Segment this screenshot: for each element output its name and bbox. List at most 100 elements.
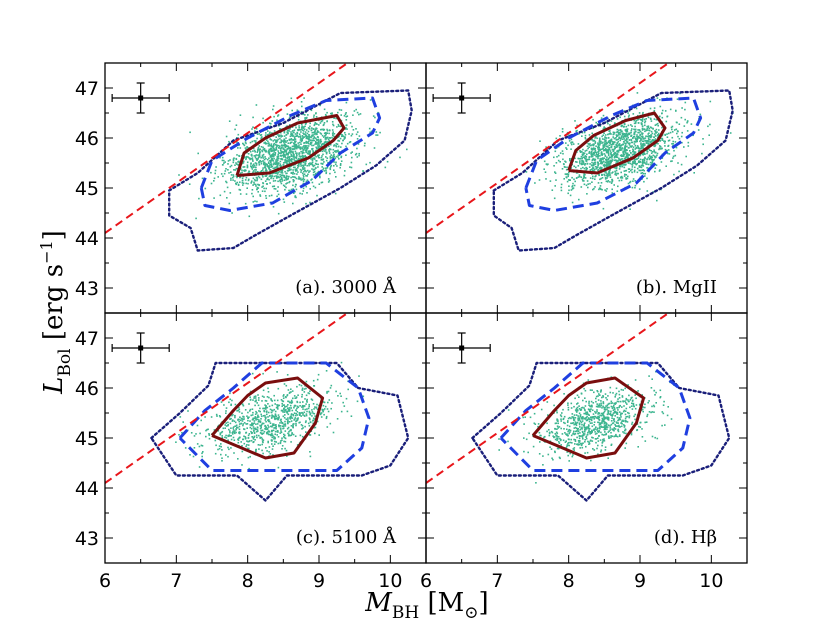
scatter-point [614,147,616,149]
scatter-point [606,406,608,408]
scatter-point [241,464,243,466]
scatter-point [621,158,623,160]
scatter-point [621,406,623,408]
scatter-point [355,108,357,111]
scatter-point [247,444,250,446]
scatter-point [228,120,231,122]
scatter-point [590,156,593,158]
scatter-point [596,427,599,430]
scatter-point [292,426,294,429]
scatter-point [276,158,278,160]
scatter-point [317,373,320,376]
scatter-point [288,151,291,153]
scatter-point [268,419,270,421]
scatter-point [277,114,280,116]
scatter-point [665,165,667,167]
scatter-point [603,161,605,163]
scatter-point [567,406,570,409]
scatter-point [317,145,319,147]
scatter-point [312,137,315,140]
scatter-point [254,397,257,399]
scatter-point [312,422,314,424]
scatter-point [606,159,608,162]
scatter-point [633,169,636,172]
scatter-point [304,131,307,133]
scatter-point [657,134,659,136]
scatter-point [220,173,223,175]
scatter-point [263,187,265,190]
scatter-point [234,425,236,427]
scatter-point [314,154,317,156]
scatter-point [292,188,294,190]
scatter-point [607,403,610,405]
scatter-point [269,131,271,134]
scatter-point [626,421,629,423]
scatter-point [627,116,630,118]
scatter-point [260,415,263,418]
scatter-point [592,437,594,439]
scatter-point [591,144,593,146]
scatter-point [601,420,603,422]
scatter-point [553,436,555,439]
scatter-point [251,180,253,182]
scatter-point [292,139,295,141]
scatter-point [311,415,313,417]
scatter-point [614,172,617,174]
scatter-point [616,400,619,403]
scatter-point [299,135,302,137]
scatter-point [229,422,232,425]
scatter-point [655,118,658,121]
scatter-point [644,144,646,146]
scatter-point [686,120,689,122]
scatter-point [567,134,570,136]
scatter-point [571,185,574,187]
scatter-point [309,421,312,423]
scatter-point [634,166,636,169]
scatter-point [296,411,299,413]
scatter-point [668,153,671,155]
scatter-point [256,186,259,189]
scatter-point [244,147,247,149]
scatter-point [620,144,623,147]
scatter-point [583,434,585,437]
scatter-point [265,139,268,141]
scatter-point [599,125,602,127]
scatter-point [291,133,294,135]
scatter-point [630,152,632,154]
scatter-point [322,410,324,413]
scatter-point [265,187,267,190]
scatter-point [591,153,594,155]
scatter-point [650,136,652,139]
scatter-point [336,418,339,420]
scatter-point [628,144,631,146]
scatter-point [230,447,232,449]
scatter-point [580,186,583,188]
scatter-point [641,120,644,123]
scatter-point [258,163,261,166]
scatter-point [326,157,329,159]
scatter-point [259,424,261,427]
scatter-point [548,431,551,434]
scatter-point [544,435,546,438]
scatter-point [181,431,183,434]
scatter-point [293,136,296,139]
contour-inner [235,114,346,177]
scatter-point [238,188,241,191]
scatter-point [557,427,559,429]
scatter-point [604,416,606,419]
scatter-point [659,169,661,171]
scatter-point [621,412,623,415]
scatter-point [282,198,285,201]
scatter-point [590,418,593,421]
scatter-point [612,409,615,411]
scatter-point [597,413,599,415]
scatter-point [605,170,607,172]
scatter-point [301,123,303,125]
scatter-point [631,128,633,130]
scatter-point [289,124,291,126]
scatter-point [386,160,389,163]
scatter-point [677,162,679,164]
scatter-point [265,408,267,410]
scatter-point [614,396,616,398]
scatter-point [358,135,361,137]
